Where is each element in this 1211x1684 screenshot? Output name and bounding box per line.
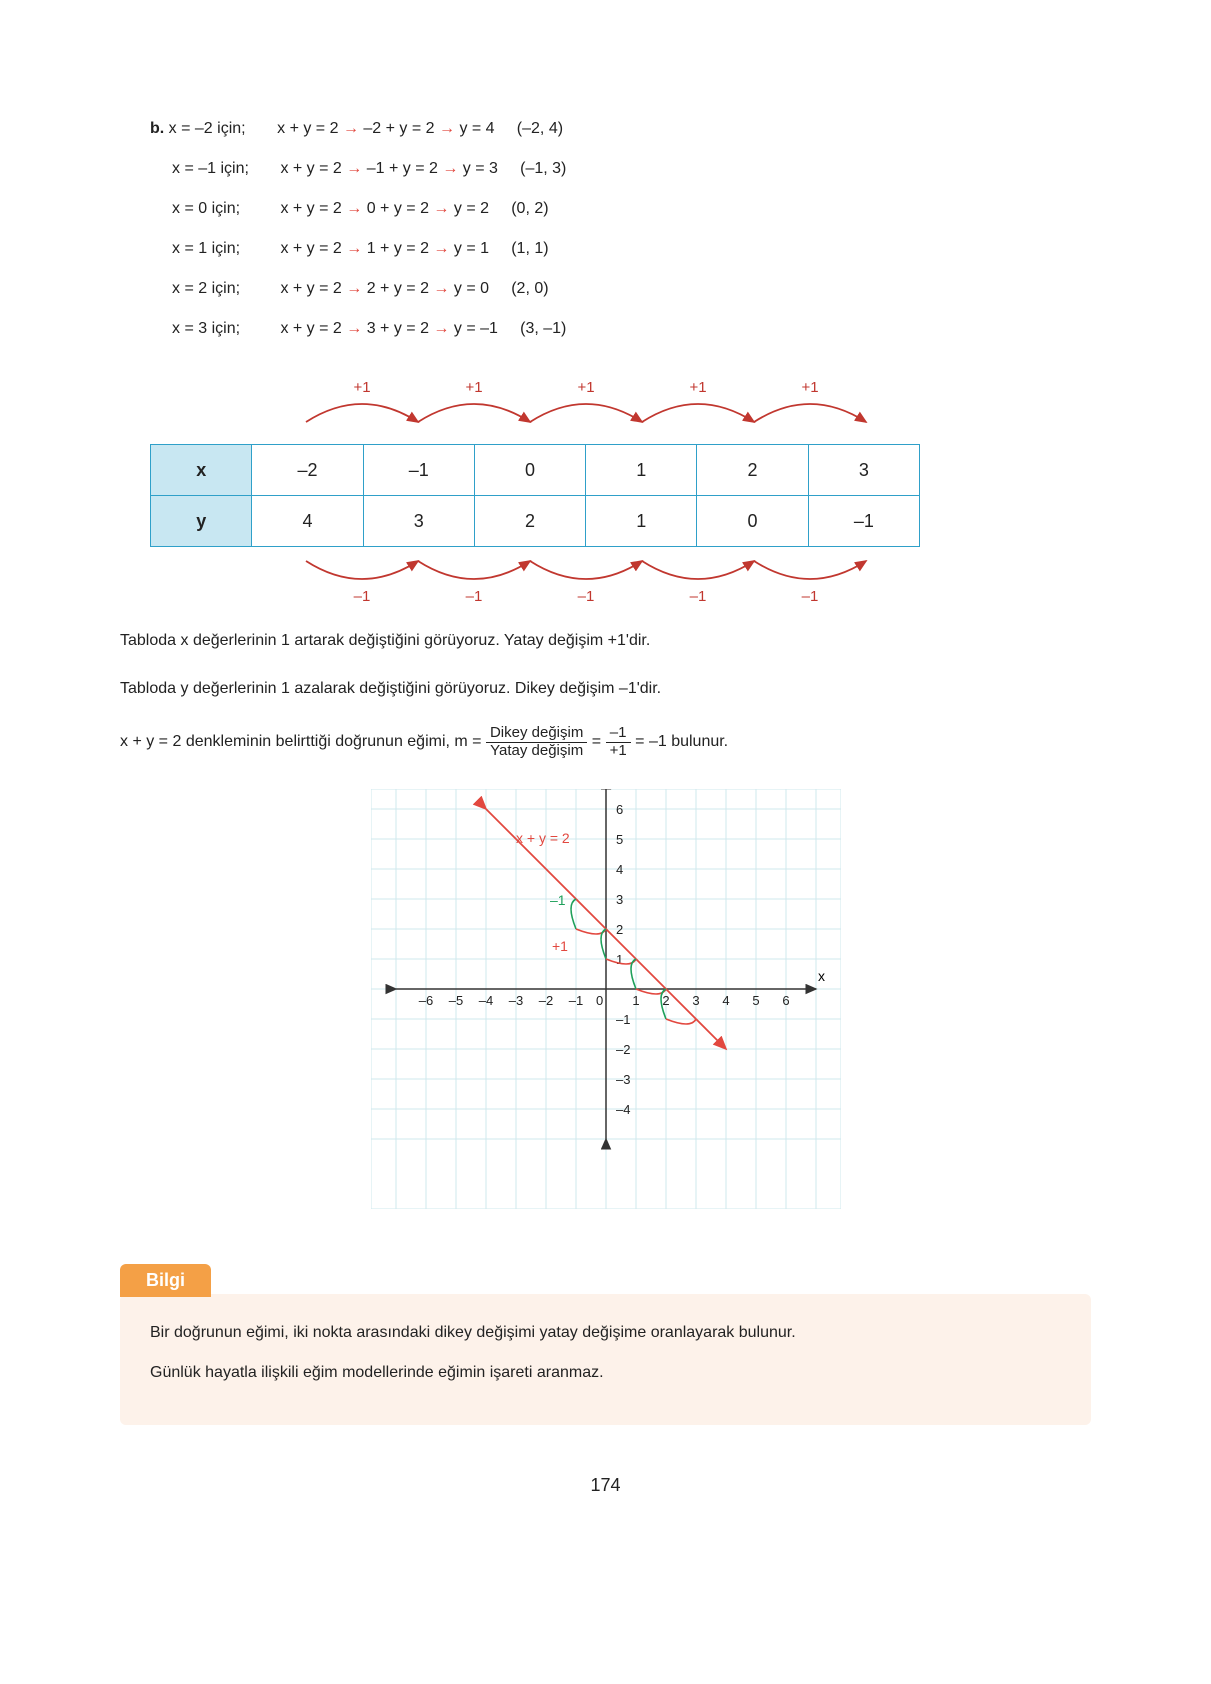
y-cell: 0 [697, 496, 808, 547]
table-row: y 4 3 2 1 0 –1 [151, 496, 920, 547]
x-cell: 0 [474, 445, 585, 496]
x-cell: 2 [697, 445, 808, 496]
table-top-arcs: +1 +1 +1 +1 +1 [150, 378, 950, 426]
table-row: x –2 –1 0 1 2 3 [151, 445, 920, 496]
equation-line: x = –1 için; x + y = 2 → –1 + y = 2 → y … [150, 160, 1091, 178]
svg-text:–3: –3 [508, 993, 522, 1008]
svg-text:4: 4 [722, 993, 729, 1008]
slope-fraction-numeric: –1 +1 [606, 725, 631, 759]
page: b. x = –2 için; x + y = 2 → –2 + y = 2 →… [0, 0, 1211, 1556]
coordinate-graph-wrap: –6–5–4–3–2–1123456–4–3–2–11234560xyx + y… [120, 789, 1091, 1214]
svg-text:6: 6 [616, 802, 623, 817]
svg-text:–1: –1 [802, 588, 819, 605]
svg-text:3: 3 [616, 892, 623, 907]
slope-formula-line: x + y = 2 denkleminin belirttiği doğrunu… [120, 725, 1091, 759]
svg-text:–1: –1 [690, 588, 707, 605]
y-header: y [151, 496, 252, 547]
svg-text:–2: –2 [538, 993, 552, 1008]
frac-denominator: +1 [606, 743, 631, 760]
svg-text:+1: +1 [353, 379, 370, 396]
y-cell: 2 [474, 496, 585, 547]
slope-post: = –1 bulunur. [635, 733, 728, 750]
y-cell: 3 [363, 496, 474, 547]
svg-text:4: 4 [616, 862, 623, 877]
equation-block: b. x = –2 için; x + y = 2 → –2 + y = 2 →… [150, 120, 1091, 338]
svg-text:0: 0 [596, 993, 603, 1008]
coordinate-graph: –6–5–4–3–2–1123456–4–3–2–11234560xyx + y… [371, 789, 841, 1209]
frac-denominator: Yatay değişim [486, 743, 587, 760]
bilgi-line-2: Günlük hayatla ilişkili eğim modellerind… [150, 1360, 1061, 1386]
equation-line: b. x = –2 için; x + y = 2 → –2 + y = 2 →… [150, 120, 1091, 138]
x-cell: –1 [363, 445, 474, 496]
svg-text:+1: +1 [801, 379, 818, 396]
svg-text:–1: –1 [616, 1012, 630, 1027]
x-cell: 1 [586, 445, 697, 496]
svg-text:2: 2 [662, 993, 669, 1008]
svg-text:–1: –1 [568, 993, 582, 1008]
svg-text:–1: –1 [550, 892, 566, 908]
svg-text:1: 1 [616, 952, 623, 967]
y-cell: 1 [586, 496, 697, 547]
svg-text:+1: +1 [465, 379, 482, 396]
equation-line: x = 3 için; x + y = 2 → 3 + y = 2 → y = … [150, 320, 1091, 338]
xy-table: x –2 –1 0 1 2 3 y 4 3 2 1 0 –1 [150, 444, 920, 547]
svg-text:–4: –4 [478, 993, 492, 1008]
svg-text:–3: –3 [616, 1072, 630, 1087]
x-header: x [151, 445, 252, 496]
slope-pre: x + y = 2 denkleminin belirttiği doğrunu… [120, 733, 486, 750]
xy-table-wrap: x –2 –1 0 1 2 3 y 4 3 2 1 0 –1 [120, 444, 1091, 547]
svg-text:–6: –6 [418, 993, 432, 1008]
frac-numerator: Dikey değişim [486, 725, 587, 743]
svg-text:5: 5 [616, 832, 623, 847]
table-bottom-arcs: –1 –1 –1 –1 –1 [150, 557, 950, 605]
svg-text:x: x [818, 968, 825, 984]
svg-text:+1: +1 [689, 379, 706, 396]
svg-text:–1: –1 [354, 588, 371, 605]
x-cell: 3 [808, 445, 919, 496]
paragraph-vertical-change: Tabloda y değerlerinin 1 azalarak değişt… [120, 677, 1091, 701]
y-cell: 4 [252, 496, 363, 547]
svg-text:–4: –4 [616, 1102, 630, 1117]
page-number: 174 [120, 1475, 1091, 1496]
x-cell: –2 [252, 445, 363, 496]
svg-text:+1: +1 [577, 379, 594, 396]
svg-text:3: 3 [692, 993, 699, 1008]
bilgi-tab: Bilgi [120, 1264, 211, 1297]
frac-numerator: –1 [606, 725, 631, 743]
slope-fraction-words: Dikey değişim Yatay değişim [486, 725, 587, 759]
svg-text:–1: –1 [578, 588, 595, 605]
svg-text:x + y = 2: x + y = 2 [516, 830, 570, 846]
svg-text:–1: –1 [466, 588, 483, 605]
paragraph-horizontal-change: Tabloda x değerlerinin 1 artarak değişti… [120, 629, 1091, 653]
svg-text:6: 6 [782, 993, 789, 1008]
equation-line: x = 1 için; x + y = 2 → 1 + y = 2 → y = … [150, 240, 1091, 258]
svg-text:1: 1 [632, 993, 639, 1008]
bilgi-box: Bilgi Bir doğrunun eğimi, iki nokta aras… [120, 1294, 1091, 1425]
svg-text:–5: –5 [448, 993, 462, 1008]
slope-mid: = [592, 733, 606, 750]
bilgi-line-1: Bir doğrunun eğimi, iki nokta arasındaki… [150, 1320, 1061, 1346]
equation-line: x = 2 için; x + y = 2 → 2 + y = 2 → y = … [150, 280, 1091, 298]
svg-text:2: 2 [616, 922, 623, 937]
svg-text:+1: +1 [552, 938, 568, 954]
y-cell: –1 [808, 496, 919, 547]
svg-text:–2: –2 [616, 1042, 630, 1057]
svg-text:5: 5 [752, 993, 759, 1008]
equation-line: x = 0 için; x + y = 2 → 0 + y = 2 → y = … [150, 200, 1091, 218]
